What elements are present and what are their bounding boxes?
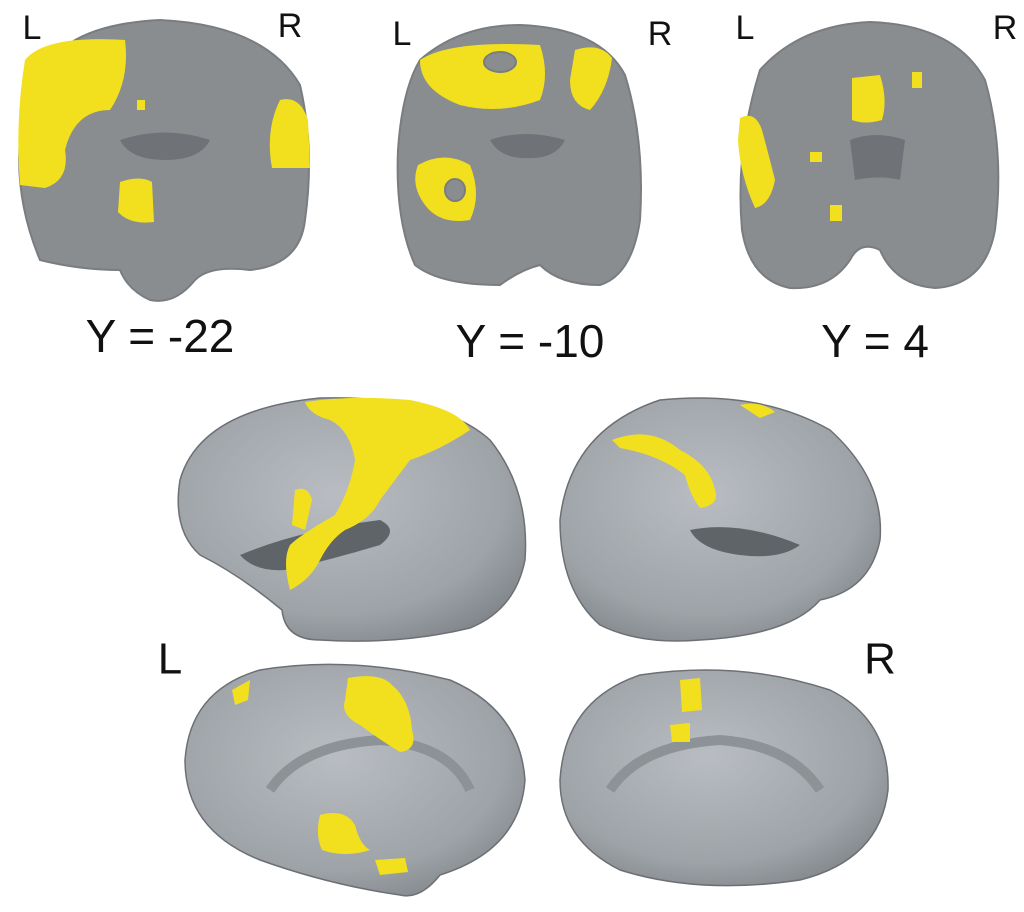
slice-label: Y = -10 — [456, 315, 605, 367]
right-label: R — [993, 9, 1018, 47]
left-label: L — [736, 9, 755, 47]
slice-label: Y = -22 — [86, 310, 235, 362]
left-label: L — [23, 9, 42, 47]
right-label: R — [864, 635, 896, 684]
coronal-slice: L R Y = -22 — [18, 7, 310, 362]
lateral-right-hemisphere — [559, 397, 882, 642]
left-label: L — [393, 15, 412, 53]
coronal-slice: L R Y = 4 — [736, 9, 1018, 367]
lateral-left-hemisphere — [177, 397, 527, 642]
slice-label: Y = 4 — [821, 315, 929, 367]
medial-right-hemisphere — [559, 669, 889, 887]
left-label: L — [158, 635, 182, 684]
coronal-slice: L R Y = -10 — [393, 15, 673, 367]
right-label: R — [278, 7, 303, 45]
right-label: R — [648, 15, 673, 53]
medial-left-hemisphere — [184, 663, 526, 897]
